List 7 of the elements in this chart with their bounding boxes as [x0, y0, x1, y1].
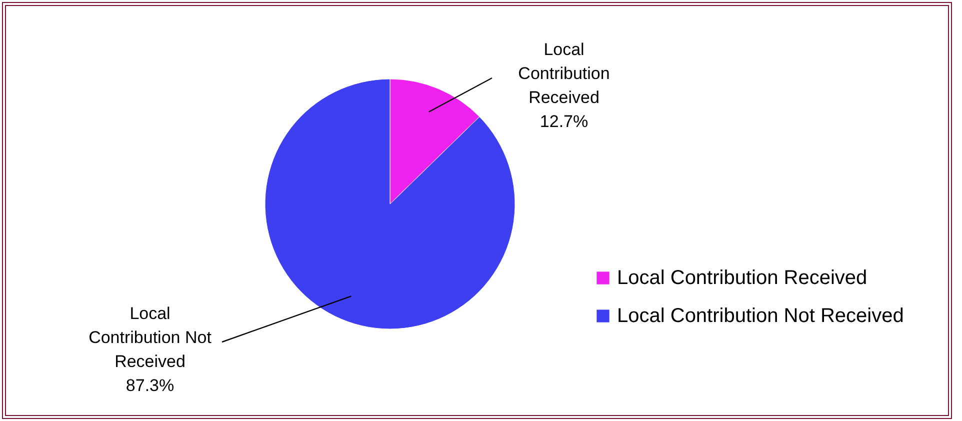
data-label: 87.3%: [126, 376, 174, 395]
legend-label: Local Contribution Not Received: [617, 305, 904, 327]
slice-label: Local Contribution Received: [518, 40, 610, 107]
legend-label: Local Contribution Received: [617, 267, 868, 289]
slice-label: Local Contribution Not Received: [88, 304, 212, 371]
data-label: 12.7%: [540, 112, 588, 131]
pie-slice: [264, 78, 516, 330]
